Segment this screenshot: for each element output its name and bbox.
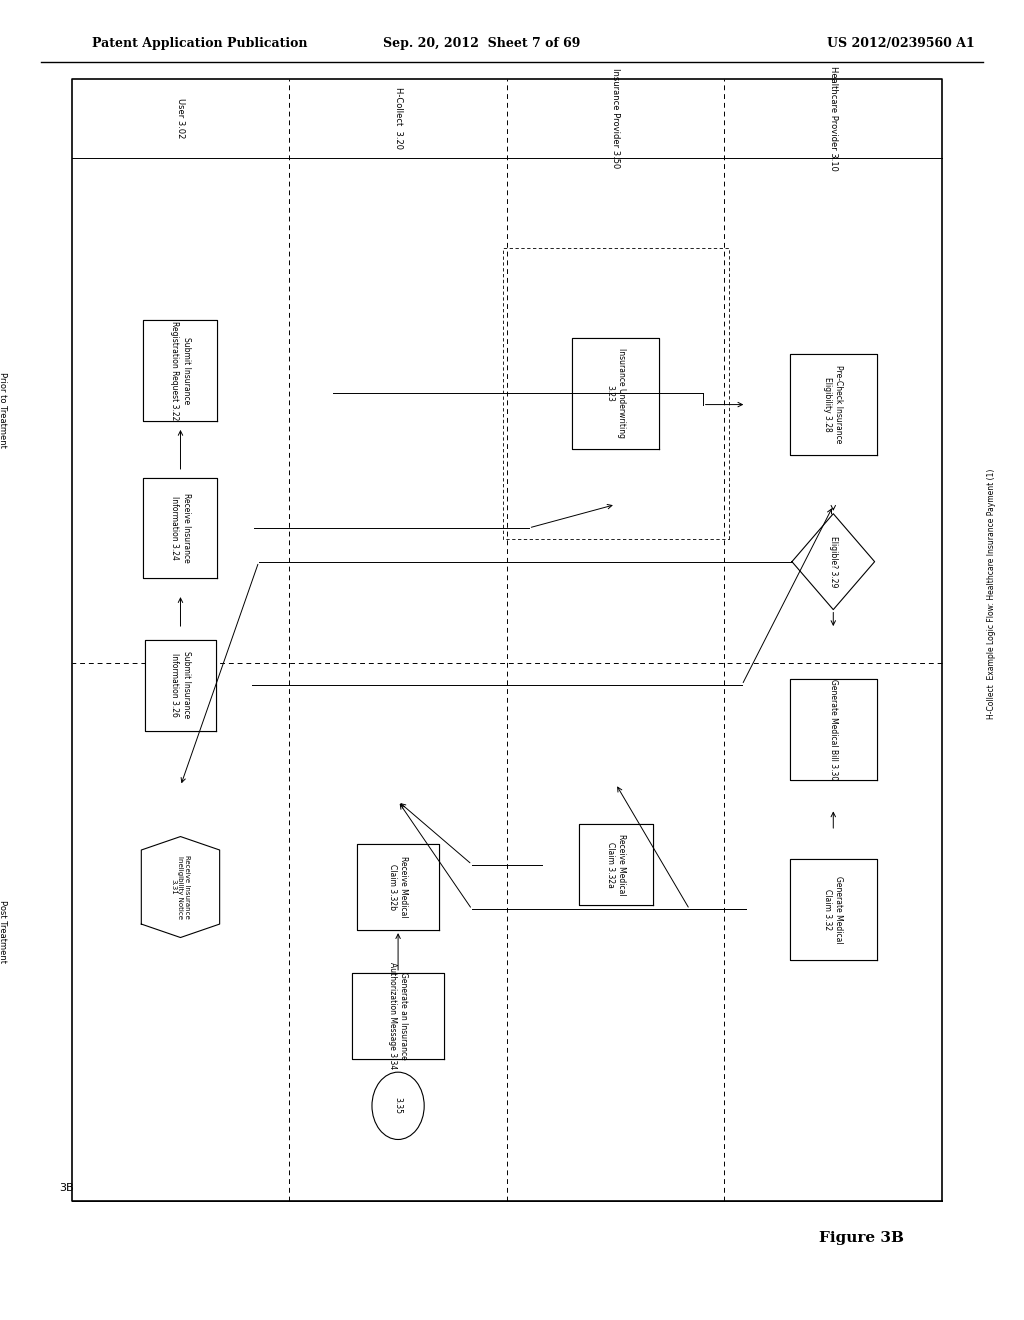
Polygon shape <box>143 321 217 421</box>
Polygon shape <box>579 824 652 906</box>
Text: Submit Insurance
Information 3.26: Submit Insurance Information 3.26 <box>170 652 190 718</box>
Text: US 2012/0239560 A1: US 2012/0239560 A1 <box>827 37 975 50</box>
Polygon shape <box>790 354 877 455</box>
Text: User 3.02: User 3.02 <box>176 98 185 139</box>
Text: H-Collect  Example Logic Flow: Healthcare Insurance Payment (1): H-Collect Example Logic Flow: Healthcare… <box>987 469 995 719</box>
Polygon shape <box>790 680 877 780</box>
Polygon shape <box>143 478 217 578</box>
Polygon shape <box>790 859 877 960</box>
Text: H-Collect  3.20: H-Collect 3.20 <box>393 87 402 149</box>
Text: Pre-Check Insurance
Eligibility 3.28: Pre-Check Insurance Eligibility 3.28 <box>823 366 844 444</box>
Text: Generate Medical Bill 3.30: Generate Medical Bill 3.30 <box>828 680 838 780</box>
Ellipse shape <box>372 1072 424 1139</box>
Polygon shape <box>141 837 220 937</box>
Text: Receive Insurance
Ineligibility Notice
3.31: Receive Insurance Ineligibility Notice 3… <box>170 855 190 919</box>
Text: Sep. 20, 2012  Sheet 7 of 69: Sep. 20, 2012 Sheet 7 of 69 <box>383 37 580 50</box>
Text: 3B: 3B <box>59 1183 74 1193</box>
Polygon shape <box>792 513 874 610</box>
Text: Generate an Insurance
Authorization Message 3.34: Generate an Insurance Authorization Mess… <box>388 962 409 1069</box>
Text: Figure 3B: Figure 3B <box>819 1232 904 1245</box>
Polygon shape <box>144 640 216 730</box>
Text: Prior to Treatment: Prior to Treatment <box>0 372 6 447</box>
Text: Generate Medical
Claim 3.32: Generate Medical Claim 3.32 <box>823 875 844 944</box>
Text: Eligible? 3.29: Eligible? 3.29 <box>828 536 838 587</box>
Text: Insurance Provider 3.50: Insurance Provider 3.50 <box>611 69 621 169</box>
Text: Post Treatment: Post Treatment <box>0 900 6 964</box>
Text: Submit Insurance
Registration Request 3.22: Submit Insurance Registration Request 3.… <box>170 321 190 421</box>
Text: 3.35: 3.35 <box>393 1097 402 1114</box>
Text: Healthcare Provider 3.10: Healthcare Provider 3.10 <box>828 66 838 170</box>
Text: Receive Medical
Claim 3.32b: Receive Medical Claim 3.32b <box>388 857 409 917</box>
Polygon shape <box>572 338 659 449</box>
Text: Patent Application Publication: Patent Application Publication <box>92 37 307 50</box>
Text: Receive Medical
Claim 3.32a: Receive Medical Claim 3.32a <box>605 834 626 895</box>
Polygon shape <box>356 843 439 931</box>
Text: Receive Insurance
Information 3.24: Receive Insurance Information 3.24 <box>170 494 190 562</box>
Polygon shape <box>352 973 443 1059</box>
Text: Insurance Underwriting
3.23: Insurance Underwriting 3.23 <box>605 348 626 438</box>
